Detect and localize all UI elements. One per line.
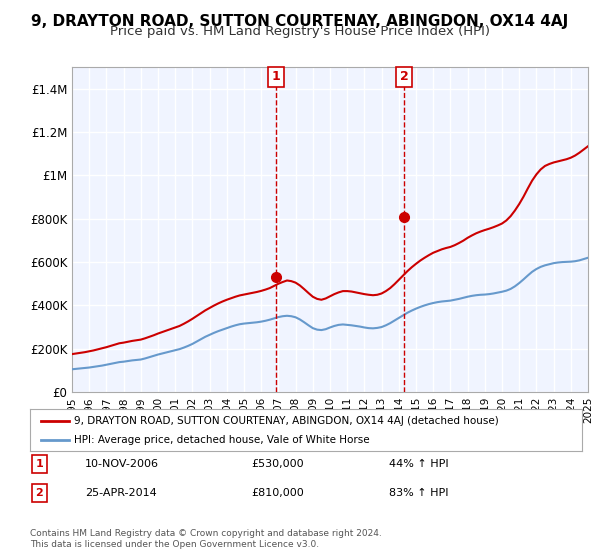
Text: 44% ↑ HPI: 44% ↑ HPI xyxy=(389,459,448,469)
Text: 25-APR-2014: 25-APR-2014 xyxy=(85,488,157,498)
Text: Price paid vs. HM Land Registry's House Price Index (HPI): Price paid vs. HM Land Registry's House … xyxy=(110,25,490,38)
Text: 10-NOV-2006: 10-NOV-2006 xyxy=(85,459,159,469)
Text: £530,000: £530,000 xyxy=(251,459,304,469)
Text: 83% ↑ HPI: 83% ↑ HPI xyxy=(389,488,448,498)
Text: 9, DRAYTON ROAD, SUTTON COURTENAY, ABINGDON, OX14 4AJ (detached house): 9, DRAYTON ROAD, SUTTON COURTENAY, ABING… xyxy=(74,416,499,426)
Text: 1: 1 xyxy=(272,71,280,83)
Text: 2: 2 xyxy=(35,488,43,498)
Text: 2: 2 xyxy=(400,71,409,83)
Text: HPI: Average price, detached house, Vale of White Horse: HPI: Average price, detached house, Vale… xyxy=(74,435,370,445)
Text: 9, DRAYTON ROAD, SUTTON COURTENAY, ABINGDON, OX14 4AJ: 9, DRAYTON ROAD, SUTTON COURTENAY, ABING… xyxy=(31,14,569,29)
Text: Contains HM Land Registry data © Crown copyright and database right 2024.
This d: Contains HM Land Registry data © Crown c… xyxy=(30,529,382,549)
Text: £810,000: £810,000 xyxy=(251,488,304,498)
Text: 1: 1 xyxy=(35,459,43,469)
